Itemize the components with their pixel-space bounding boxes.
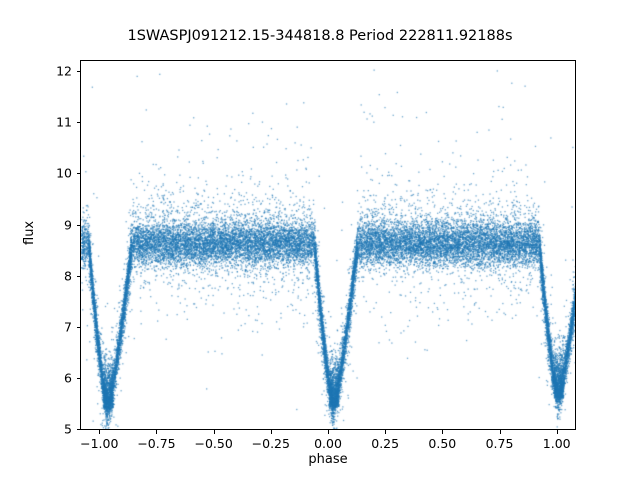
x-tick-mark xyxy=(385,430,387,434)
x-tick-label: 0.25 xyxy=(371,436,400,451)
y-tick-mark xyxy=(76,173,80,175)
plot-axes-area xyxy=(80,60,576,430)
x-tick-mark xyxy=(270,430,272,434)
y-tick-mark xyxy=(76,429,80,430)
x-tick-label: −0.25 xyxy=(251,436,290,451)
x-tick-mark xyxy=(213,430,215,434)
x-tick-mark xyxy=(156,430,158,434)
y-tick-mark xyxy=(76,326,80,328)
x-tick-mark xyxy=(499,430,501,434)
scatter-points-layer xyxy=(81,61,575,429)
x-tick-mark xyxy=(442,430,444,434)
y-tick-label: 10 xyxy=(56,165,72,181)
y-tick-mark xyxy=(76,275,80,277)
x-tick-mark xyxy=(328,430,329,434)
y-tick-label: 6 xyxy=(64,370,72,386)
y-tick-mark xyxy=(76,224,80,226)
y-tick-mark xyxy=(76,71,80,73)
x-tick-label: −1.00 xyxy=(80,436,119,451)
y-axis-label: flux xyxy=(22,220,37,245)
y-tick-label: 5 xyxy=(64,421,72,437)
y-tick-label: 7 xyxy=(64,319,72,335)
y-tick-label: 12 xyxy=(56,63,72,79)
x-tick-mark xyxy=(99,430,101,434)
x-tick-label: −0.50 xyxy=(194,436,233,451)
x-tick-mark xyxy=(556,430,558,434)
y-tick-label: 9 xyxy=(64,217,72,233)
y-tick-mark xyxy=(76,377,80,379)
x-tick-label: 0.00 xyxy=(314,436,342,451)
y-tick-label: 8 xyxy=(64,268,72,284)
chart-title: 1SWASPJ091212.15-344818.8 Period 222811.… xyxy=(127,28,513,44)
x-tick-label: −0.75 xyxy=(137,436,176,451)
x-tick-label: 0.75 xyxy=(485,436,514,451)
x-tick-label: 0.50 xyxy=(428,436,457,451)
y-tick-label: 11 xyxy=(56,114,72,130)
x-axis-label: phase xyxy=(308,452,348,467)
x-tick-label: 1.00 xyxy=(542,436,571,451)
y-tick-mark xyxy=(76,122,80,124)
